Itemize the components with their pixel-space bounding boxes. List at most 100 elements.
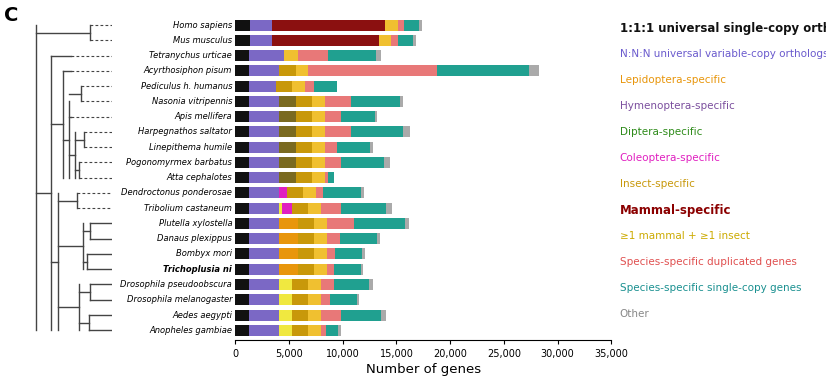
Bar — [249, 264, 279, 275]
Bar — [297, 50, 328, 61]
Bar — [279, 218, 297, 229]
Bar — [249, 157, 279, 168]
Bar — [249, 142, 279, 153]
Bar — [321, 294, 330, 305]
Text: 1:1:1 universal single-copy orthologs: 1:1:1 universal single-copy orthologs — [620, 22, 826, 35]
Bar — [235, 157, 249, 168]
Bar — [375, 111, 377, 122]
Bar — [338, 142, 370, 153]
Bar — [385, 20, 397, 31]
Bar — [297, 233, 314, 244]
Bar — [325, 172, 328, 183]
Text: Nasonia vitripennis: Nasonia vitripennis — [152, 97, 232, 106]
Bar — [235, 20, 250, 31]
Text: Homo sapiens: Homo sapiens — [173, 20, 232, 29]
Bar — [328, 50, 376, 61]
Bar — [308, 294, 321, 305]
Bar — [306, 81, 314, 91]
Bar — [235, 310, 249, 321]
Bar — [235, 279, 249, 290]
Bar — [308, 65, 437, 76]
Bar — [297, 248, 314, 259]
Text: Bombyx mori: Bombyx mori — [176, 249, 232, 259]
Bar — [279, 325, 292, 336]
Bar — [279, 126, 296, 137]
Bar — [235, 96, 249, 107]
Text: Linepithema humile: Linepithema humile — [149, 143, 232, 152]
Bar — [284, 50, 297, 61]
Bar — [235, 81, 249, 91]
Bar — [249, 126, 279, 137]
Bar — [404, 20, 419, 31]
Bar — [325, 96, 351, 107]
Bar — [308, 325, 321, 336]
Text: Trichoplusia ni: Trichoplusia ni — [164, 265, 232, 274]
Bar — [327, 233, 339, 244]
Bar — [235, 172, 249, 183]
Text: C: C — [4, 6, 18, 25]
Bar — [308, 203, 321, 214]
Bar — [249, 203, 279, 214]
Bar — [351, 96, 400, 107]
Bar — [235, 248, 249, 259]
Bar — [314, 264, 327, 275]
Bar — [354, 218, 405, 229]
Bar — [361, 187, 364, 198]
Bar — [279, 203, 282, 214]
Bar — [397, 20, 404, 31]
Bar — [292, 279, 308, 290]
Bar — [376, 50, 382, 61]
Bar — [287, 187, 303, 198]
Bar — [279, 294, 292, 305]
Bar — [383, 157, 390, 168]
Bar — [235, 218, 249, 229]
Text: Apis mellifera: Apis mellifera — [174, 112, 232, 121]
Bar — [235, 65, 249, 76]
Bar — [340, 157, 383, 168]
Text: Aedes aegypti: Aedes aegypti — [172, 310, 232, 319]
Bar — [249, 248, 279, 259]
Text: Mammal-specific: Mammal-specific — [620, 204, 731, 217]
Bar — [282, 203, 292, 214]
Text: Tetranychus urticae: Tetranychus urticae — [150, 51, 232, 60]
Bar — [292, 325, 308, 336]
Bar — [279, 310, 292, 321]
Bar — [279, 279, 292, 290]
Bar — [276, 81, 292, 91]
Bar — [340, 203, 386, 214]
Bar — [529, 65, 539, 76]
Text: Mus musculus: Mus musculus — [173, 36, 232, 45]
Bar — [325, 126, 351, 137]
Bar — [249, 65, 279, 76]
Bar — [297, 218, 314, 229]
Bar — [250, 35, 272, 46]
Bar — [279, 248, 297, 259]
Bar — [308, 310, 321, 321]
X-axis label: Number of genes: Number of genes — [366, 363, 481, 376]
Bar — [314, 248, 327, 259]
Text: Coleoptera-specific: Coleoptera-specific — [620, 153, 720, 163]
Text: Tribolium castaneum: Tribolium castaneum — [145, 204, 232, 213]
Bar — [419, 20, 422, 31]
Bar — [392, 35, 397, 46]
Bar — [272, 20, 385, 31]
Bar — [314, 81, 338, 91]
Bar — [249, 325, 279, 336]
Bar — [361, 264, 363, 275]
Text: Acyrthosiphon pisum: Acyrthosiphon pisum — [144, 66, 232, 75]
Text: Anopheles gambiae: Anopheles gambiae — [150, 326, 232, 335]
Bar — [311, 126, 325, 137]
Text: Danaus plexippus: Danaus plexippus — [157, 234, 232, 243]
Bar — [235, 35, 250, 46]
Bar — [325, 142, 338, 153]
Bar — [386, 203, 392, 214]
Bar — [311, 96, 325, 107]
Bar — [340, 111, 375, 122]
Bar — [303, 187, 316, 198]
Bar — [279, 172, 296, 183]
Bar — [324, 187, 361, 198]
Bar — [296, 111, 311, 122]
Text: Drosophila melanogaster: Drosophila melanogaster — [126, 295, 232, 304]
Bar — [339, 233, 377, 244]
Text: Dendroctonus ponderosae: Dendroctonus ponderosae — [121, 188, 232, 197]
